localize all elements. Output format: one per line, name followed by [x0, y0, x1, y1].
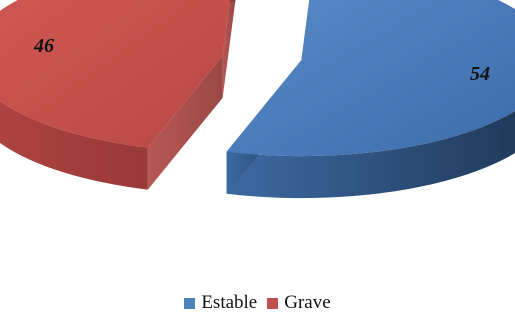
chart-legend: Estable Grave: [0, 292, 515, 314]
slice-estable-side: [226, 0, 515, 199]
slice-grave-top: [0, 0, 230, 148]
legend-label-grave: Grave: [284, 292, 331, 313]
legend-swatch-grave: [267, 297, 279, 309]
data-label-estable: 54: [470, 63, 490, 85]
legend-item-grave: Grave: [267, 292, 331, 314]
slice-grave-cut-0: [147, 55, 223, 190]
legend-label-estable: Estable: [201, 292, 258, 313]
slice-estable-top: [226, 0, 515, 157]
legend-item-estable: Estable: [184, 292, 257, 314]
slice-grave-cut-1: [222, 0, 236, 98]
slice-grave: [0, 0, 236, 190]
slice-estable: [226, 0, 515, 199]
data-label-grave: 46: [33, 35, 54, 57]
slice-grave-side: [0, 0, 236, 190]
legend-swatch-estable: [184, 297, 196, 309]
